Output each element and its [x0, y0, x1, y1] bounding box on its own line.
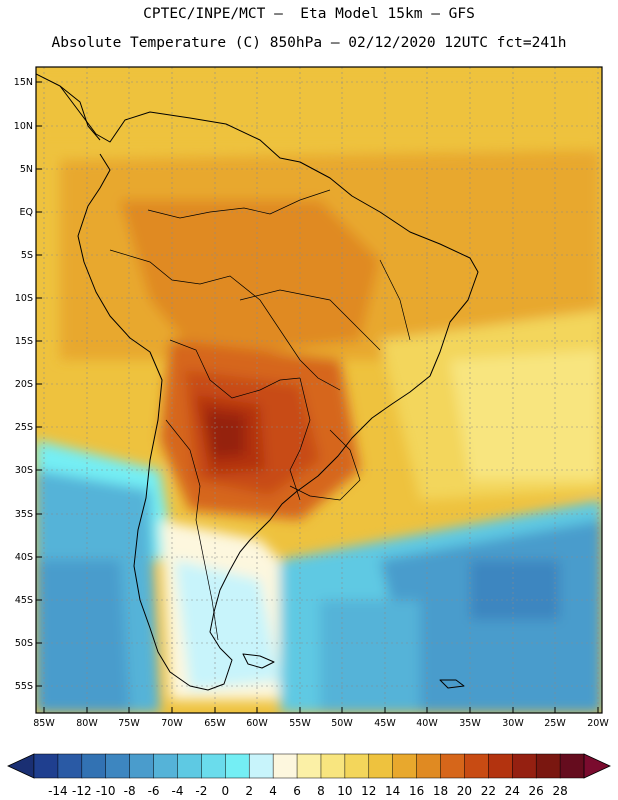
lat-label: 10S: [15, 293, 33, 304]
colorbar-label: 18: [433, 784, 448, 798]
colorbar-swatch: [272, 753, 298, 779]
colorbar-label: 16: [409, 784, 424, 798]
colorbar: [7, 753, 611, 779]
lon-label: 75W: [118, 718, 140, 729]
lon-label: 30W: [502, 718, 524, 729]
colorbar-swatch: [105, 753, 131, 779]
colorbar-label: 28: [552, 784, 567, 798]
lon-label: 55W: [289, 718, 311, 729]
lat-label: 50S: [15, 638, 33, 649]
colorbar-swatch: [488, 753, 513, 779]
lon-label: 85W: [33, 718, 55, 729]
temperature-field: [36, 67, 602, 713]
colorbar-label: 14: [385, 784, 400, 798]
lon-label: 40W: [416, 718, 438, 729]
colorbar-swatch: [153, 753, 179, 779]
lat-label: 30S: [15, 465, 33, 476]
colorbar-label: 24: [505, 784, 520, 798]
colorbar-swatch: [535, 753, 561, 779]
lat-label: 20S: [15, 379, 33, 390]
colorbar-label: -4: [171, 784, 183, 798]
colorbar-label: 8: [317, 784, 325, 798]
lon-label: 35W: [459, 718, 481, 729]
colorbar-swatch: [416, 753, 442, 779]
lat-label: 40S: [15, 552, 33, 563]
lon-label: 70W: [161, 718, 183, 729]
country-borders: [109, 189, 411, 641]
colorbar-label: -6: [148, 784, 160, 798]
colorbar-over-arrow: [583, 753, 611, 779]
colorbar-label: -8: [124, 784, 136, 798]
lon-label: 20W: [587, 718, 609, 729]
colorbar-swatch: [320, 753, 346, 779]
colorbar-swatch: [368, 753, 394, 779]
coastlines: [36, 73, 479, 691]
lon-label: 25W: [544, 718, 566, 729]
lon-label: 65W: [204, 718, 226, 729]
colorbar-under-arrow: [7, 753, 35, 779]
colorbar-swatch: [33, 753, 59, 779]
colorbar-swatch: [225, 753, 250, 779]
lat-label: 5S: [21, 250, 33, 261]
lat-label: 15S: [15, 336, 33, 347]
colorbar-label: 12: [361, 784, 376, 798]
lat-label: EQ: [20, 207, 33, 218]
lat-label: 25S: [15, 422, 33, 433]
colorbar-label: -10: [96, 784, 116, 798]
colorbar-label: -2: [195, 784, 207, 798]
lat-label: 5N: [20, 164, 33, 175]
colorbar-label: 4: [269, 784, 277, 798]
longitude-labels: 85W 80W 75W 70W 65W 60W 55W 50W 45W 40W …: [33, 718, 609, 729]
grid-lines: [36, 67, 602, 713]
lat-label: 10N: [14, 121, 33, 132]
latitude-labels: 15N 10N 5N EQ 5S 10S 15S 20S 25S 30S 35S…: [14, 77, 33, 692]
colorbar-swatch: [344, 753, 370, 779]
lat-label: 35S: [15, 509, 33, 520]
colorbar-label: 0: [221, 784, 229, 798]
colorbar-swatch: [296, 753, 322, 779]
colorbar-label: 26: [529, 784, 544, 798]
colorbar-swatch: [129, 753, 155, 779]
colorbar-label: -14: [48, 784, 68, 798]
lon-label: 60W: [246, 718, 268, 729]
title-line-2: Absolute Temperature (C) 850hPa – 02/12/…: [51, 35, 567, 51]
colorbar-swatch: [177, 753, 202, 779]
colorbar-label: 20: [457, 784, 472, 798]
axis-ticks: [36, 81, 599, 713]
lat-label: 55S: [15, 681, 33, 692]
colorbar-swatch: [201, 753, 226, 779]
colorbar-label: -12: [72, 784, 92, 798]
colorbar-swatch: [512, 753, 537, 779]
colorbar-label: 22: [481, 784, 496, 798]
lon-label: 45W: [374, 718, 396, 729]
colorbar-swatch: [440, 753, 465, 779]
colorbar-label: 6: [293, 784, 301, 798]
map-frame: [35, 66, 603, 714]
colorbar-swatch: [464, 753, 489, 779]
colorbar-swatch: [57, 753, 83, 779]
colorbar-label: 2: [245, 784, 253, 798]
colorbar-swatch: [392, 753, 418, 779]
lon-label: 50W: [331, 718, 353, 729]
lat-label: 15N: [14, 77, 33, 88]
colorbar-swatch: [81, 753, 107, 779]
title-line-1: CPTEC/INPE/MCT – Eta Model 15km – GFS: [143, 6, 475, 22]
colorbar-swatch: [248, 753, 274, 779]
colorbar-swatch: [559, 753, 585, 779]
lat-label: 45S: [15, 595, 33, 606]
lon-label: 80W: [76, 718, 98, 729]
colorbar-label: 10: [337, 784, 352, 798]
